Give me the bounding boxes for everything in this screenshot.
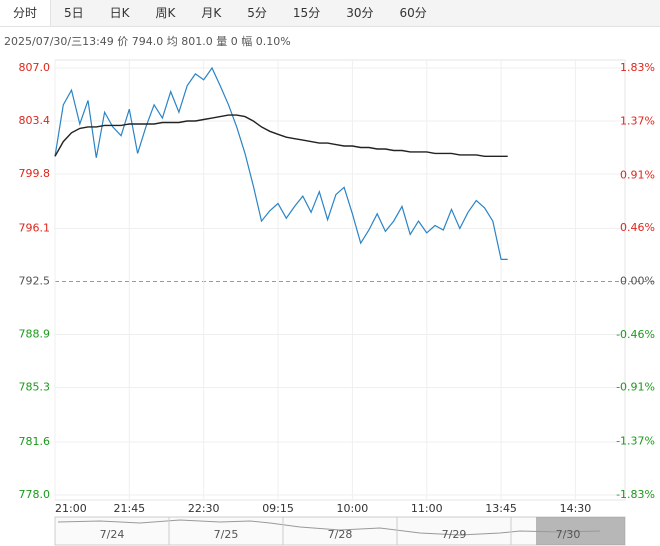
navigator-sparkline (57, 519, 601, 536)
x-tick-label: 10:00 (337, 502, 369, 515)
navigator-date: 7/29 (442, 528, 467, 541)
navigator-date: 7/25 (214, 528, 239, 541)
y2-tick-label: 0.46% (620, 221, 655, 234)
tab[interactable]: 日K (109, 6, 130, 20)
x-tick-label: 21:00 (55, 502, 87, 515)
tab[interactable]: 月K (201, 6, 222, 20)
y2-tick-label: 0.91% (620, 168, 655, 181)
tab[interactable]: 分时 (0, 0, 52, 26)
tab[interactable]: 5分 (247, 6, 267, 20)
y2-tick-label: -1.83% (616, 488, 655, 501)
tab[interactable]: 5日 (64, 6, 84, 20)
y-tick-label: 778.0 (19, 488, 51, 501)
y-tick-label: 796.1 (19, 221, 51, 234)
tab-bar: 分时 5日 日K 周K 月K 5分 15分 30分 60分 (0, 0, 660, 27)
y-tick-label: 788.9 (19, 328, 51, 341)
y-tick-label: 792.5 (19, 275, 51, 288)
tab[interactable]: 周K (155, 6, 176, 20)
tab[interactable]: 15分 (292, 6, 321, 20)
y-tick-label: 807.0 (19, 61, 51, 74)
series-line (54, 114, 508, 157)
navigator-date: 7/28 (328, 528, 353, 541)
y2-tick-label: 1.37% (620, 115, 655, 128)
navigator-date: 7/24 (100, 528, 125, 541)
info-line: 2025/07/30/三13:49 价 794.0 均 801.0 量 0 幅 … (4, 35, 291, 48)
x-tick-label: 11:00 (411, 502, 443, 515)
y2-tick-label: -0.91% (616, 381, 655, 394)
y2-tick-label: 1.83% (620, 61, 655, 74)
x-tick-label: 09:15 (262, 502, 294, 515)
x-tick-label: 13:45 (485, 502, 517, 515)
x-tick-label: 22:30 (188, 502, 220, 515)
y-tick-label: 785.3 (19, 381, 51, 394)
y-tick-label: 799.8 (19, 167, 51, 180)
y2-tick-label: -1.37% (616, 434, 655, 447)
y2-tick-label: 0.00% (620, 275, 655, 288)
y2-tick-label: -0.46% (616, 328, 655, 341)
x-tick-label: 14:30 (560, 502, 592, 515)
navigator-date: 7/30 (556, 528, 581, 541)
y-tick-label: 781.6 (19, 435, 51, 448)
tab[interactable]: 30分 (346, 6, 374, 20)
y-tick-label: 803.4 (19, 114, 51, 127)
plot-border (54, 59, 626, 501)
series-line (54, 66, 508, 260)
x-tick-label: 21:45 (113, 502, 145, 515)
tab[interactable]: 60分 (399, 6, 427, 20)
